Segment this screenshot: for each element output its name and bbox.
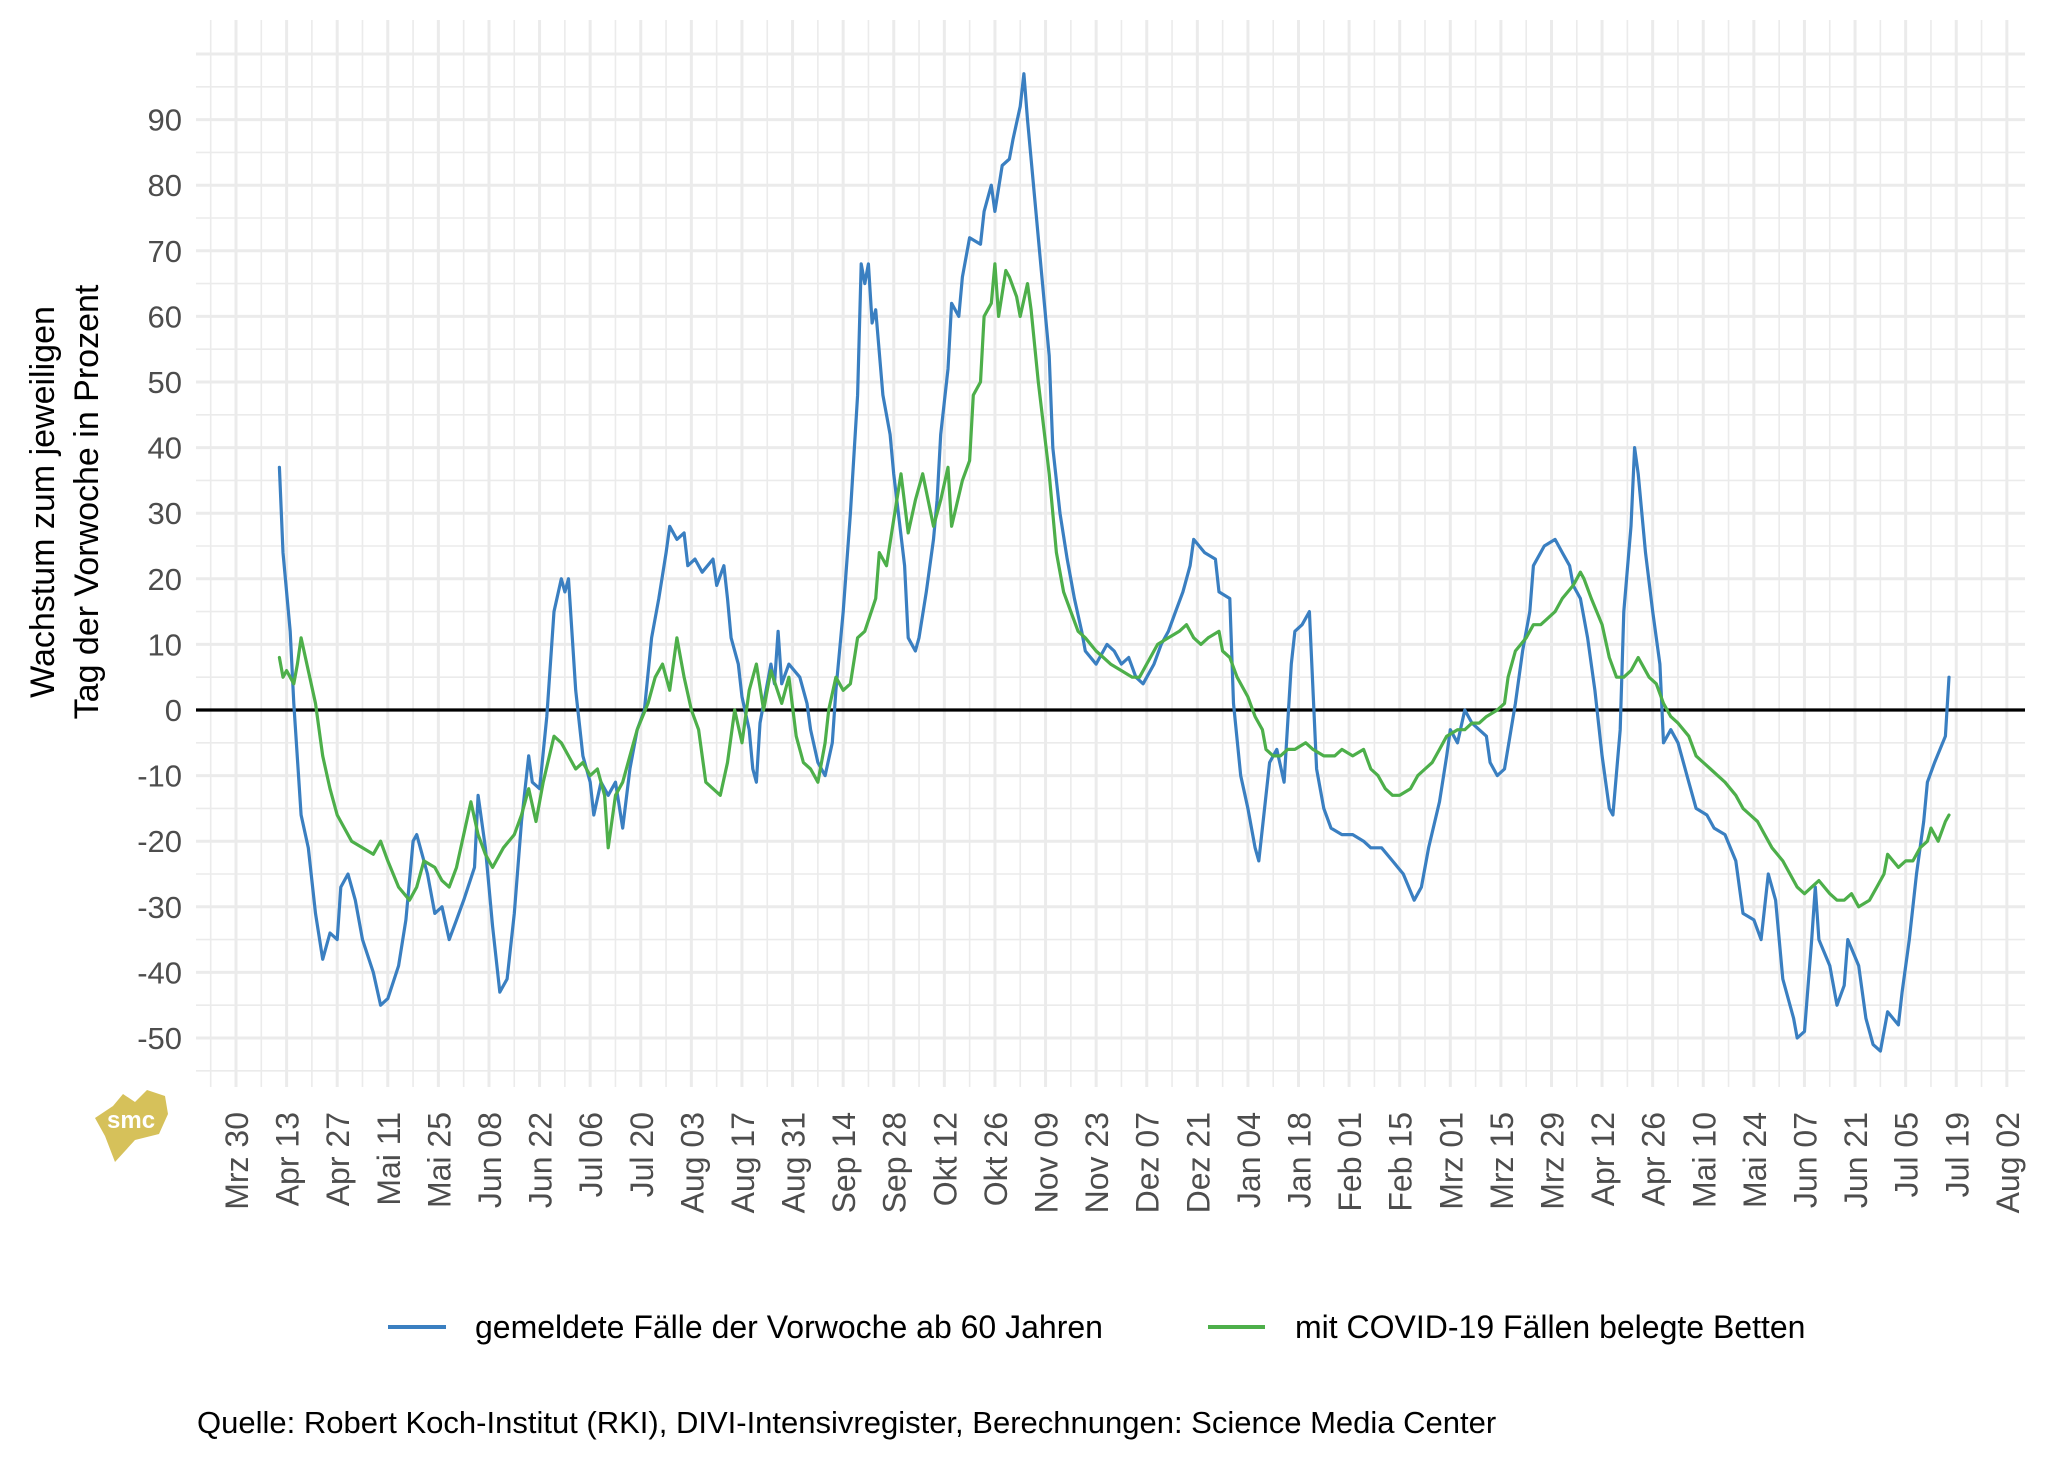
y-tick-label: -10 (137, 759, 182, 794)
x-tick-label: Mai 10 (1686, 1112, 1722, 1208)
major-gridlines (196, 20, 2025, 1087)
y-axis-tick-labels: -50 -40 -30 -20 -10 0 10 20 30 40 50 60 70 80 90 (137, 103, 182, 1056)
x-tick-label: Aug 02 (1990, 1112, 2026, 1213)
smc-logo-shape (95, 1090, 168, 1162)
x-tick-label: Apr 26 (1636, 1112, 1672, 1206)
x-tick-label: Jul 05 (1889, 1112, 1925, 1197)
x-tick-label: Jul 20 (624, 1112, 660, 1197)
source-caption: Quelle: Robert Koch-Institut (RKI), DIVI… (197, 1405, 1496, 1440)
x-tick-label: Aug 31 (776, 1112, 812, 1213)
x-tick-label: Jun 22 (523, 1112, 559, 1208)
x-tick-label: Jun 07 (1787, 1112, 1823, 1208)
legend-item-reported-cases: gemeldete Fälle der Vorwoche ab 60 Jahre… (388, 1309, 1103, 1345)
minor-gridlines (196, 20, 2025, 1087)
x-tick-label: Apr 27 (320, 1112, 356, 1206)
y-tick-label: 0 (165, 693, 182, 728)
x-tick-label: Mrz 01 (1433, 1112, 1469, 1210)
y-tick-label: 30 (148, 496, 182, 531)
y-tick-label: 90 (148, 103, 182, 138)
y-tick-label: 20 (148, 562, 182, 597)
y-tick-label: -20 (137, 824, 182, 859)
y-axis-title-line-2: Tag der Vorwoche in Prozent (68, 284, 106, 719)
x-tick-label: Nov 23 (1079, 1112, 1115, 1213)
legend-item-occupied-beds: mit COVID-19 Fällen belegte Betten (1208, 1309, 1805, 1345)
smc-logo-text: smc (107, 1107, 155, 1134)
x-tick-label: Mrz 30 (219, 1112, 255, 1210)
y-tick-label: 40 (148, 431, 182, 466)
x-tick-label: Jun 08 (472, 1112, 508, 1208)
legend-label-occupied-beds: mit COVID-19 Fällen belegte Betten (1295, 1309, 1805, 1345)
x-tick-label: Sep 28 (877, 1112, 913, 1213)
x-tick-label: Okt 12 (927, 1112, 963, 1206)
x-tick-label: Jan 04 (1231, 1112, 1267, 1208)
series-line-occupied-beds (277, 262, 1951, 909)
x-axis-tick-labels: Mrz 30 Apr 13 Apr 27 Mai 11 Mai 25 Jun 08 Jun … (219, 1112, 2026, 1213)
series-line-reported-cases (277, 72, 1951, 1053)
x-tick-label: Sep 14 (826, 1112, 862, 1213)
x-tick-label: Jul 06 (573, 1112, 609, 1197)
x-tick-label: Aug 03 (674, 1112, 710, 1213)
x-tick-label: Jul 19 (1939, 1112, 1975, 1197)
y-axis-title-line-1: Wachstum zum jeweiligen (24, 306, 62, 698)
x-tick-label: Jun 21 (1838, 1112, 1874, 1208)
y-tick-label: -30 (137, 890, 182, 925)
y-tick-label: 10 (148, 627, 182, 662)
y-tick-label: 80 (148, 168, 182, 203)
x-tick-label: Mai 25 (421, 1112, 457, 1208)
smc-logo: smc (95, 1090, 168, 1162)
x-tick-label: Jan 18 (1282, 1112, 1318, 1208)
y-tick-label: -40 (137, 955, 182, 990)
series-lines (277, 72, 1951, 1053)
y-tick-label: 60 (148, 299, 182, 334)
x-tick-label: Feb 01 (1332, 1112, 1368, 1212)
x-tick-label: Dez 07 (1130, 1112, 1166, 1213)
x-tick-label: Mai 11 (371, 1112, 407, 1206)
y-tick-label: 50 (148, 365, 182, 400)
x-tick-label: Mai 24 (1737, 1112, 1773, 1208)
x-tick-label: Aug 17 (725, 1112, 761, 1213)
x-tick-label: Apr 13 (270, 1112, 306, 1206)
x-tick-label: Mrz 15 (1484, 1112, 1520, 1210)
legend: gemeldete Fälle der Vorwoche ab 60 Jahre… (388, 1309, 1805, 1345)
x-tick-label: Nov 09 (1029, 1112, 1065, 1213)
x-tick-label: Dez 21 (1180, 1112, 1216, 1213)
y-tick-label: -50 (137, 1021, 182, 1056)
y-axis-title: Wachstum zum jeweiligen Tag der Vorwoche… (24, 284, 106, 719)
x-tick-label: Mrz 29 (1534, 1112, 1570, 1210)
x-tick-label: Okt 26 (978, 1112, 1014, 1206)
x-tick-label: Feb 15 (1383, 1112, 1419, 1212)
legend-label-reported-cases: gemeldete Fälle der Vorwoche ab 60 Jahre… (475, 1309, 1103, 1345)
y-tick-label: 70 (148, 234, 182, 269)
x-tick-label: Apr 12 (1585, 1112, 1621, 1206)
